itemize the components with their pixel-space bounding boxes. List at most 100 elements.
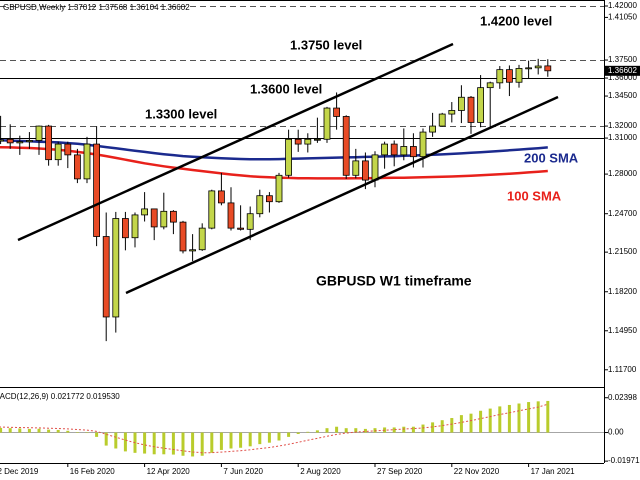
macd-bar	[546, 400, 550, 433]
macd-bar	[498, 406, 502, 433]
candle-body	[342, 116, 350, 176]
macd-bar	[27, 428, 31, 433]
macd-bar	[8, 428, 12, 433]
candle-body	[544, 65, 552, 72]
macd-bar	[152, 432, 156, 455]
candle-body	[390, 143, 398, 156]
candle-body	[323, 107, 331, 140]
x-tick-label: 27 Sep 2020	[377, 467, 423, 476]
macd-bar	[210, 432, 214, 453]
annotation: 1.3750 level	[290, 37, 362, 52]
macd-bar	[56, 429, 60, 433]
candle-body	[122, 218, 129, 239]
y-tick-label: 1.41050	[608, 13, 637, 22]
macd-bar	[66, 430, 70, 433]
last-price-label: 1.36602	[608, 66, 637, 75]
candle-body	[371, 154, 379, 181]
macd-bar	[315, 430, 319, 433]
macd-bar	[507, 404, 511, 433]
candle-body	[313, 138, 321, 141]
macd-bar	[162, 432, 166, 455]
macd-bar	[536, 401, 540, 433]
x-tick-label: 2 Aug 2020	[300, 467, 341, 476]
candle-body	[304, 138, 312, 145]
macd-bar	[37, 428, 41, 433]
x-tick-label: 17 Jan 2021	[531, 467, 576, 476]
series-label: 100 SMA	[507, 188, 562, 203]
candle-body	[93, 143, 100, 237]
macd-bar	[354, 428, 358, 433]
y-tick-label: 1.42000	[608, 1, 637, 10]
macd-bar	[258, 432, 262, 445]
drawings	[17, 42, 559, 295]
candle-body	[361, 160, 369, 181]
candle-body	[141, 208, 149, 216]
macd-bar	[335, 426, 339, 433]
candle-body	[256, 195, 264, 215]
y-tick-label: 1.21500	[608, 247, 637, 256]
candle-body	[83, 143, 91, 180]
x-tick-label: 7 Jun 2020	[223, 467, 263, 476]
candle-body	[457, 96, 465, 111]
candle-body	[265, 195, 273, 203]
candle-body	[179, 221, 187, 252]
macd-bar	[479, 410, 483, 433]
candle-body	[25, 140, 33, 143]
candle-body	[131, 214, 139, 239]
y-tick-label: -0.01971	[608, 456, 640, 465]
macd-bar	[421, 424, 425, 433]
candle-body	[381, 143, 389, 156]
frame	[0, 0, 605, 464]
candle-body	[438, 113, 446, 127]
macd-bar	[85, 432, 89, 434]
macd-bar	[0, 427, 3, 433]
annotation: 1.3600 level	[250, 81, 322, 96]
candle-body	[246, 213, 254, 230]
candle-body	[102, 236, 110, 318]
candle-body	[333, 107, 341, 117]
annotation: 1.3300 level	[145, 106, 217, 121]
macd-bar	[450, 418, 454, 433]
x-tick-label: 22 Dec 2019	[0, 467, 39, 476]
macd-bar	[469, 413, 473, 433]
macd-bar	[431, 422, 435, 433]
candle-body	[285, 138, 293, 176]
y-tick-label: 0.00	[608, 428, 624, 437]
macd-bar	[200, 432, 204, 456]
candle-body	[237, 227, 245, 230]
candle-body	[189, 249, 197, 252]
candle-body	[160, 210, 168, 228]
candle-body	[525, 67, 532, 70]
macd-bar	[527, 402, 531, 433]
candle-body	[429, 125, 437, 133]
x-tick-label: 16 Feb 2020	[70, 467, 115, 476]
macd-bar	[440, 420, 444, 433]
candle-body	[400, 146, 408, 156]
candle-body	[0, 139, 4, 142]
macd-title: MACD(12,26,9) 0.021772 0.019530	[0, 392, 120, 401]
macd-bar	[104, 432, 108, 446]
candle-body	[64, 143, 72, 156]
candle-body	[515, 68, 523, 83]
macd-bar	[344, 428, 348, 433]
macd-bar	[95, 432, 99, 437]
candle-body	[448, 110, 456, 115]
macd-bar	[75, 432, 79, 433]
candle-body	[198, 227, 206, 251]
x-tick-label: 22 Nov 2020	[454, 467, 500, 476]
macd-bar	[171, 432, 175, 455]
macd-bar	[18, 428, 22, 433]
y-tick-label: 1.32000	[608, 121, 637, 130]
macd-bar	[411, 426, 415, 433]
annotation: GBPUSD W1 timeframe	[316, 273, 472, 289]
macd-bar	[287, 432, 291, 437]
candle-body	[534, 65, 542, 69]
y-tick-label: 1.31000	[608, 133, 637, 142]
macd-panel	[0, 400, 604, 457]
macd-bar	[267, 432, 271, 443]
candle-body	[74, 154, 81, 180]
candle-body	[486, 82, 494, 89]
candle-body	[16, 141, 24, 144]
y-tick-label: 1.34500	[608, 91, 637, 100]
macd-bar	[459, 415, 463, 433]
